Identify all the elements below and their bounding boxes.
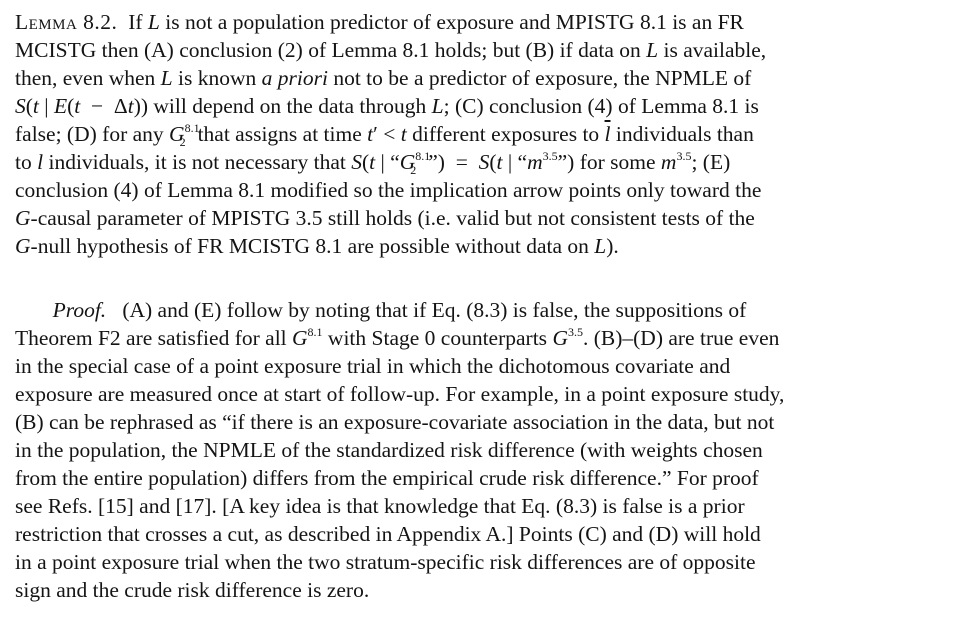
- proof-line-2: Theorem F2 are satisfied for all G8.1 wi…: [15, 324, 780, 350]
- proof-line-10: in a point exposure trial when the two s…: [15, 550, 756, 574]
- lemma-line-3: then, even when L is known a priori not …: [15, 66, 752, 90]
- proof-line-1: Proof. (A) and (E) follow by noting that…: [15, 297, 747, 323]
- lemma-line-2: MCISTG then (A) conclusion (2) of Lemma …: [15, 38, 767, 62]
- lemma-label: Lemma 8.2.: [15, 10, 118, 34]
- proof-line-9: restriction that crosses a cut, as descr…: [15, 522, 761, 546]
- proof-line-8: see Refs. [15] and [17]. [A key idea is …: [15, 494, 745, 518]
- lemma-line-7: conclusion (4) of Lemma 8.1 modified so …: [15, 178, 762, 202]
- proof-line-5: (B) can be rephrased as “if there is an …: [15, 410, 775, 434]
- lemma-line-1: Lemma 8.2. If L is not a population pred…: [15, 10, 744, 34]
- lemma-line-9: G-null hypothesis of FR MCISTG 8.1 are p…: [15, 234, 619, 258]
- proof-label: Proof.: [52, 298, 107, 322]
- lemma-line-4: S(t | E(t − Δt)) will depend on the data…: [15, 94, 759, 118]
- proof-line-1-text: (A) and (E) follow by noting that if Eq.…: [122, 298, 747, 322]
- proof-line-7: from the entire population) differs from…: [15, 466, 759, 490]
- proof-line-6: in the population, the NPMLE of the stan…: [15, 438, 763, 462]
- lemma-line-8: G-causal parameter of MPISTG 3.5 still h…: [15, 206, 755, 230]
- proof-line-3: in the special case of a point exposure …: [15, 354, 731, 378]
- proof-line-4: exposure are measured once at start of f…: [15, 382, 785, 406]
- lemma-line-5: false; (D) for any G8.12 that assigns at …: [15, 120, 754, 150]
- proof-line-11: sign and the crude risk difference is ze…: [15, 578, 370, 602]
- lemma-line-6: to l individuals, it is not necessary th…: [15, 148, 731, 178]
